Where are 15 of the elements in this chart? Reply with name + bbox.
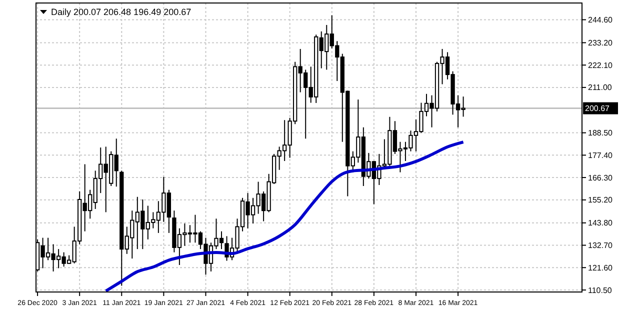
y-tick-label: 166.30 — [588, 173, 614, 182]
y-tick-label: 155.20 — [588, 196, 614, 205]
line-series — [104, 140, 465, 292]
y-tick-label: 121.60 — [588, 263, 614, 272]
y-tick-label: 233.20 — [588, 38, 614, 48]
y-tick-label: 244.60 — [588, 16, 614, 25]
y-tick-label: 188.50 — [588, 128, 614, 138]
y-tick-label: 143.80 — [588, 218, 614, 228]
y-tick-label: 211.00 — [588, 83, 612, 92]
y-tick-label: 132.70 — [588, 241, 614, 250]
text: Daily 200.07 206.48 196.49 200.67 — [51, 7, 192, 17]
y-tick-label: 222.10 — [588, 60, 614, 70]
y-tick-label: 110.50 — [588, 286, 612, 295]
ref-line-label: 200.67 — [585, 104, 610, 114]
y-tick-label: 177.40 — [588, 150, 614, 160]
